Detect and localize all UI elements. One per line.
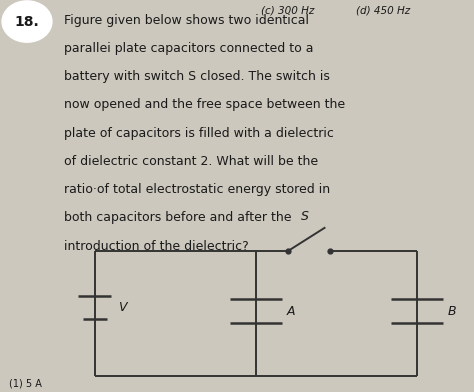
Text: S: S — [301, 211, 309, 223]
Text: battery with switch S closed. The switch is: battery with switch S closed. The switch… — [64, 70, 330, 83]
Text: (1) 5 A: (1) 5 A — [9, 378, 42, 388]
Text: V: V — [118, 301, 127, 314]
Circle shape — [2, 1, 52, 42]
Text: (d) 450 Hz: (d) 450 Hz — [356, 6, 410, 16]
Text: B: B — [448, 305, 456, 318]
Text: now opened and the free space between the: now opened and the free space between th… — [64, 98, 345, 111]
Text: Figure given below shows two identical: Figure given below shows two identical — [64, 14, 309, 27]
Text: (c) 300 Hz: (c) 300 Hz — [261, 6, 314, 16]
Text: parallei plate capacitors connected to a: parallei plate capacitors connected to a — [64, 42, 313, 55]
Text: of dielectric constant 2. What will be the: of dielectric constant 2. What will be t… — [64, 155, 318, 168]
Text: introduction of the dielectric?: introduction of the dielectric? — [64, 240, 249, 252]
Text: ratio·of total electrostatic energy stored in: ratio·of total electrostatic energy stor… — [64, 183, 330, 196]
Text: both capacitors before and after the: both capacitors before and after the — [64, 211, 292, 224]
Text: A: A — [287, 305, 295, 318]
Text: 18.: 18. — [15, 15, 39, 29]
Text: plate of capacitors is filled with a dielectric: plate of capacitors is filled with a die… — [64, 127, 334, 140]
